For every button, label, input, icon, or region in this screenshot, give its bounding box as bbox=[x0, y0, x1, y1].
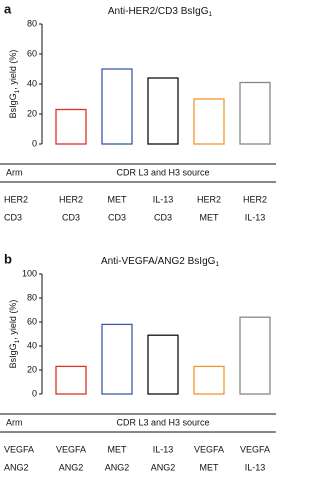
table-cell: MET bbox=[200, 212, 220, 222]
table-cell: VEGFA bbox=[56, 444, 86, 454]
y-label-suffix: , yield (%) bbox=[8, 50, 18, 90]
table-cell: ANG2 bbox=[105, 462, 130, 472]
table-cell: IL-13 bbox=[153, 444, 174, 454]
y-label-suffix: , yield (%) bbox=[8, 300, 18, 340]
chart-title: Anti-HER2/CD3 BsIgG1 bbox=[108, 6, 213, 18]
y-axis-label: BsIgG1, yield (%) bbox=[8, 300, 20, 369]
table-cell: VEGFA bbox=[4, 444, 34, 454]
bar bbox=[55, 365, 87, 395]
y-label-text: BsIgG bbox=[8, 343, 18, 368]
table-header: CDR L3 and H3 source bbox=[116, 417, 209, 427]
y-axis-label: BsIgG1, yield (%) bbox=[8, 50, 20, 119]
table-cell: CD3 bbox=[108, 212, 126, 222]
table-cell: MET bbox=[108, 194, 128, 204]
y-label-text: BsIgG bbox=[8, 93, 18, 118]
y-tick-label: 80 bbox=[27, 292, 37, 302]
table-cell: ANG2 bbox=[59, 462, 84, 472]
y-label-subscript: 1 bbox=[14, 339, 21, 343]
table-cell: CD3 bbox=[62, 212, 80, 222]
table-cell: HER2 bbox=[197, 194, 221, 204]
table-cell: HER2 bbox=[243, 194, 267, 204]
table-header: Arm bbox=[6, 167, 23, 177]
table-cell: ANG2 bbox=[4, 462, 29, 472]
table-cell: ANG2 bbox=[151, 462, 176, 472]
y-tick-label: 20 bbox=[27, 108, 37, 118]
y-tick-label: 20 bbox=[27, 364, 37, 374]
table-cell: MET bbox=[108, 444, 128, 454]
bar bbox=[147, 334, 179, 395]
panel-label: a bbox=[4, 1, 12, 16]
table-cell: IL-13 bbox=[245, 462, 266, 472]
title-text: Anti-VEGFA/ANG2 BsIgG bbox=[101, 256, 216, 267]
table-cell: IL-13 bbox=[245, 212, 266, 222]
table-cell: CD3 bbox=[4, 212, 22, 222]
table-header: Arm bbox=[6, 417, 23, 427]
chart-title: Anti-VEGFA/ANG2 BsIgG1 bbox=[101, 256, 219, 268]
table-cell: CD3 bbox=[154, 212, 172, 222]
table-cell: HER2 bbox=[4, 194, 28, 204]
bar bbox=[193, 98, 225, 145]
bar bbox=[147, 77, 179, 145]
y-tick-label: 100 bbox=[22, 268, 37, 278]
table-cell: VEGFA bbox=[194, 444, 224, 454]
title-text: Anti-HER2/CD3 BsIgG bbox=[108, 6, 209, 17]
bar bbox=[55, 108, 87, 145]
y-label-subscript: 1 bbox=[14, 89, 21, 93]
title-subscript: 1 bbox=[215, 261, 219, 268]
y-tick-label: 40 bbox=[27, 340, 37, 350]
y-tick-label: 0 bbox=[32, 388, 37, 398]
y-tick-label: 60 bbox=[27, 48, 37, 58]
table-cell: IL-13 bbox=[153, 194, 174, 204]
panel-label: b bbox=[4, 251, 12, 266]
bar bbox=[239, 81, 271, 145]
bar bbox=[193, 365, 225, 395]
y-tick-label: 40 bbox=[27, 78, 37, 88]
y-tick-label: 80 bbox=[27, 18, 37, 28]
table-cell: VEGFA bbox=[240, 444, 270, 454]
title-subscript: 1 bbox=[208, 11, 212, 18]
y-tick-label: 0 bbox=[32, 138, 37, 148]
table-cell: HER2 bbox=[59, 194, 83, 204]
bar bbox=[239, 316, 271, 395]
bar bbox=[101, 68, 133, 145]
y-tick-label: 60 bbox=[27, 316, 37, 326]
bar bbox=[101, 323, 133, 395]
table-header: CDR L3 and H3 source bbox=[116, 167, 209, 177]
table-cell: MET bbox=[200, 462, 220, 472]
